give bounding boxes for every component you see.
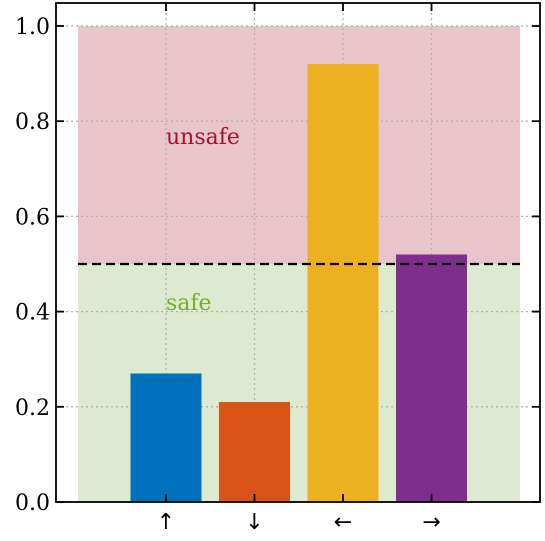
bar bbox=[396, 254, 467, 502]
region-unsafe bbox=[78, 26, 520, 264]
y-axis: 0.0 0.2 0.4 0.6 0.8 1.0 bbox=[15, 15, 540, 516]
x-axis: ↑ ↓ ← → bbox=[157, 3, 441, 535]
bars-layer bbox=[130, 64, 467, 502]
y-tick-label: 0.0 bbox=[15, 491, 50, 516]
y-tick-label: 0.6 bbox=[15, 205, 50, 230]
axes-frame bbox=[55, 2, 541, 503]
y-tick-label: 0.4 bbox=[15, 301, 50, 326]
x-tick-label: ↑ bbox=[157, 510, 175, 535]
bar bbox=[130, 373, 202, 502]
bar bbox=[219, 402, 290, 502]
y-tick-label: 0.2 bbox=[15, 396, 50, 421]
region-label-unsafe: unsafe bbox=[166, 125, 240, 150]
y-tick-label: 1.0 bbox=[15, 15, 50, 40]
x-tick-label: → bbox=[422, 510, 440, 535]
bar bbox=[307, 64, 379, 502]
x-tick-label: ← bbox=[334, 510, 352, 535]
x-tick-label: ↓ bbox=[245, 510, 263, 535]
region-labels-layer: unsafe safe bbox=[166, 125, 240, 316]
region-label-safe: safe bbox=[166, 291, 212, 316]
y-tick-label: 0.8 bbox=[15, 110, 50, 135]
